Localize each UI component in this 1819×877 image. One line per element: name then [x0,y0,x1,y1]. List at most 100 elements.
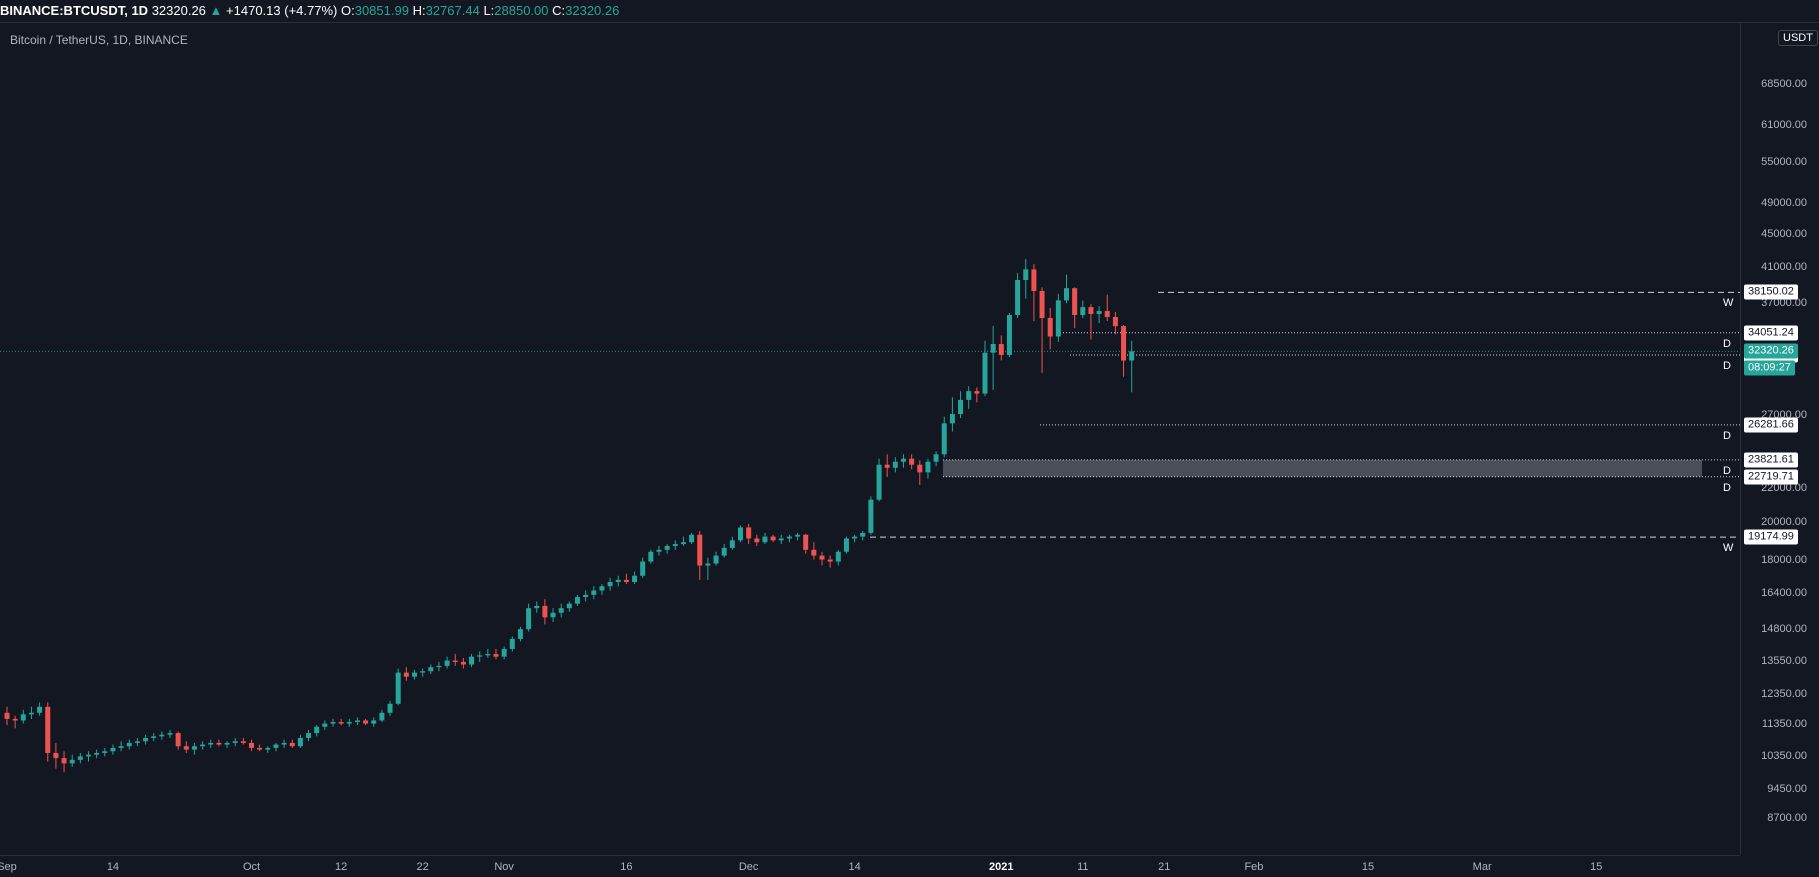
candle[interactable] [819,551,825,566]
candle[interactable] [697,531,703,580]
candle[interactable] [452,654,458,666]
candle[interactable] [534,601,540,613]
candle[interactable] [1023,259,1029,299]
candle[interactable] [640,557,646,578]
candle[interactable] [143,734,149,745]
candle[interactable] [901,454,906,468]
symbol-name[interactable]: BINANCE:BTCUSDT, 1D [0,3,149,18]
candle[interactable] [151,733,157,742]
candle[interactable] [558,603,564,618]
candle[interactable] [974,387,980,403]
time-axis[interactable]: Sep 14 Oct 12 22 Nov 16 Dec 14 2021 11 21 Feb 15 Mar 15 [0,855,1740,877]
candle[interactable] [648,549,654,564]
candle[interactable] [746,523,752,545]
candle[interactable] [998,335,1004,361]
candle[interactable] [591,586,597,600]
candle[interactable] [615,575,621,587]
candle[interactable] [102,747,108,757]
candle[interactable] [444,656,450,669]
candle[interactable] [428,664,434,674]
candle[interactable] [1080,300,1086,318]
candle[interactable] [167,729,173,738]
candle[interactable] [1088,304,1094,340]
candle[interactable] [827,555,833,568]
candle[interactable] [20,709,26,724]
candle[interactable] [770,534,776,543]
candle[interactable] [566,601,572,612]
candle[interactable] [501,646,507,660]
candle[interactable] [126,739,132,750]
candle[interactable] [493,648,499,660]
candle[interactable] [346,718,352,727]
candle[interactable] [542,599,548,625]
candle[interactable] [795,532,801,541]
candle[interactable] [811,542,817,560]
candle[interactable] [69,754,75,767]
candle[interactable] [363,718,369,726]
candle[interactable] [729,536,735,550]
chart-pane[interactable] [0,22,1740,855]
candle[interactable] [208,739,214,748]
candle[interactable] [909,454,915,470]
candle[interactable] [232,737,238,747]
candle[interactable] [1039,287,1045,374]
candle[interactable] [37,702,43,716]
candle[interactable] [705,557,711,580]
candle[interactable] [982,340,988,397]
candle[interactable] [1129,340,1135,393]
candle[interactable] [297,734,303,748]
candle[interactable] [925,458,931,479]
candle[interactable] [754,534,760,546]
candle[interactable] [77,752,83,764]
candle[interactable] [868,496,874,535]
candle[interactable] [786,534,792,543]
candle[interactable] [803,533,809,554]
candle[interactable] [656,545,662,556]
candle[interactable] [599,584,605,595]
candle[interactable] [412,669,417,680]
candle[interactable] [1104,294,1110,322]
candle[interactable] [941,416,947,458]
candle[interactable] [933,451,939,467]
candle[interactable] [379,709,385,723]
candle[interactable] [517,626,523,642]
candle[interactable] [778,534,784,545]
candle[interactable] [623,573,629,585]
candle[interactable] [966,386,972,409]
candle[interactable] [469,654,475,668]
candle[interactable] [892,457,898,473]
candle[interactable] [672,540,678,550]
candle[interactable] [477,651,483,662]
candle[interactable] [583,590,589,602]
candle[interactable] [118,741,124,752]
candle[interactable] [387,700,393,716]
candle[interactable] [175,731,181,750]
candle[interactable] [28,706,34,719]
candle[interactable] [354,717,360,726]
candle[interactable] [843,536,849,554]
candlestick-chart[interactable] [0,22,1740,855]
candle[interactable] [1006,313,1012,358]
candle[interactable] [224,741,230,748]
candle[interactable] [713,551,719,566]
candle[interactable] [12,715,18,729]
candle[interactable] [460,657,466,669]
candle[interactable] [61,751,67,773]
candle[interactable] [110,744,116,755]
candle[interactable] [240,737,246,745]
candle[interactable] [990,326,996,390]
candle[interactable] [689,532,695,545]
candle[interactable] [664,544,670,554]
candle[interactable] [371,717,377,727]
candle[interactable] [86,751,91,762]
candle[interactable] [1055,293,1061,342]
candle[interactable] [1112,312,1118,335]
candle[interactable] [607,577,613,591]
candle[interactable] [249,739,254,752]
candle[interactable] [403,667,409,681]
candle[interactable] [134,737,140,747]
candle[interactable] [876,458,882,502]
candle[interactable] [852,534,858,543]
zone-rect[interactable] [943,459,1702,477]
candle[interactable] [436,661,442,672]
